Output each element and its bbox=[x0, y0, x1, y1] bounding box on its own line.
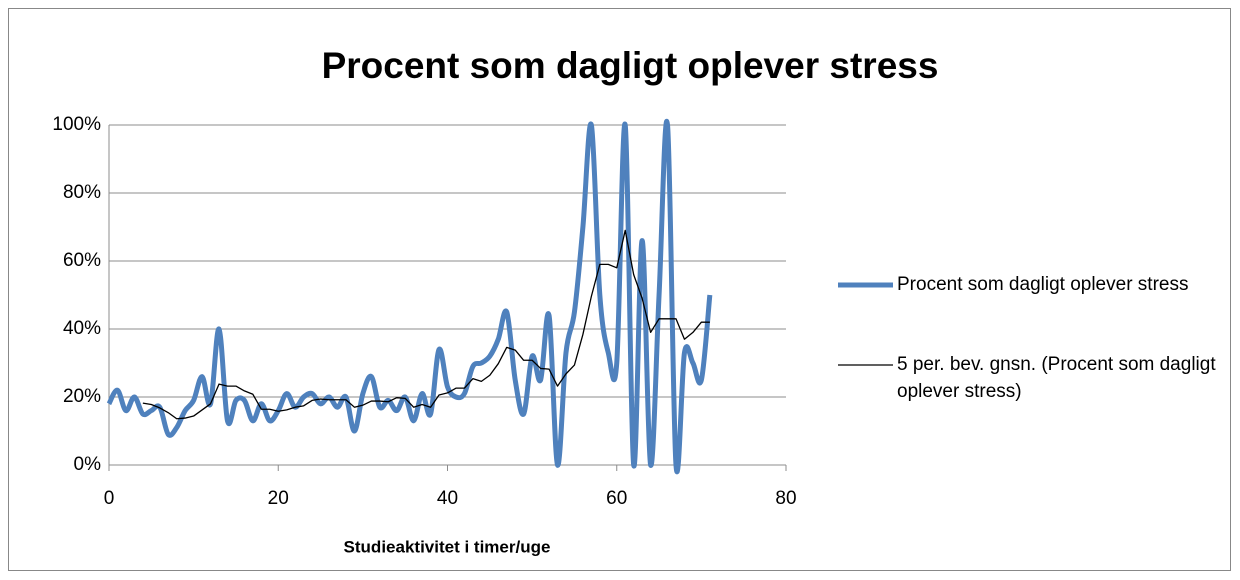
x-tick-label: 80 bbox=[775, 488, 796, 509]
legend-label: Procent som dagligt oplever stress bbox=[897, 274, 1189, 295]
x-tick-label: 40 bbox=[437, 488, 458, 509]
x-axis-label: Studieaktivitet i timer/uge bbox=[344, 537, 551, 556]
series-line bbox=[142, 229, 710, 420]
y-tick-label: 100% bbox=[52, 114, 101, 135]
legend-label: 5 per. bev. gnsn. (Procent som dagligt o… bbox=[897, 354, 1216, 402]
y-tick-label: 60% bbox=[63, 250, 101, 271]
x-tick-label: 20 bbox=[268, 488, 289, 509]
chart-title: Procent som dagligt oplever stress bbox=[322, 45, 939, 86]
y-tick-label: 80% bbox=[63, 182, 101, 203]
series-line bbox=[106, 119, 713, 475]
x-tick-label: 0 bbox=[104, 488, 115, 509]
y-tick-label: 0% bbox=[74, 454, 102, 475]
x-tick-label: 60 bbox=[606, 488, 627, 509]
y-tick-label: 20% bbox=[63, 386, 101, 407]
y-tick-label: 40% bbox=[63, 318, 101, 339]
